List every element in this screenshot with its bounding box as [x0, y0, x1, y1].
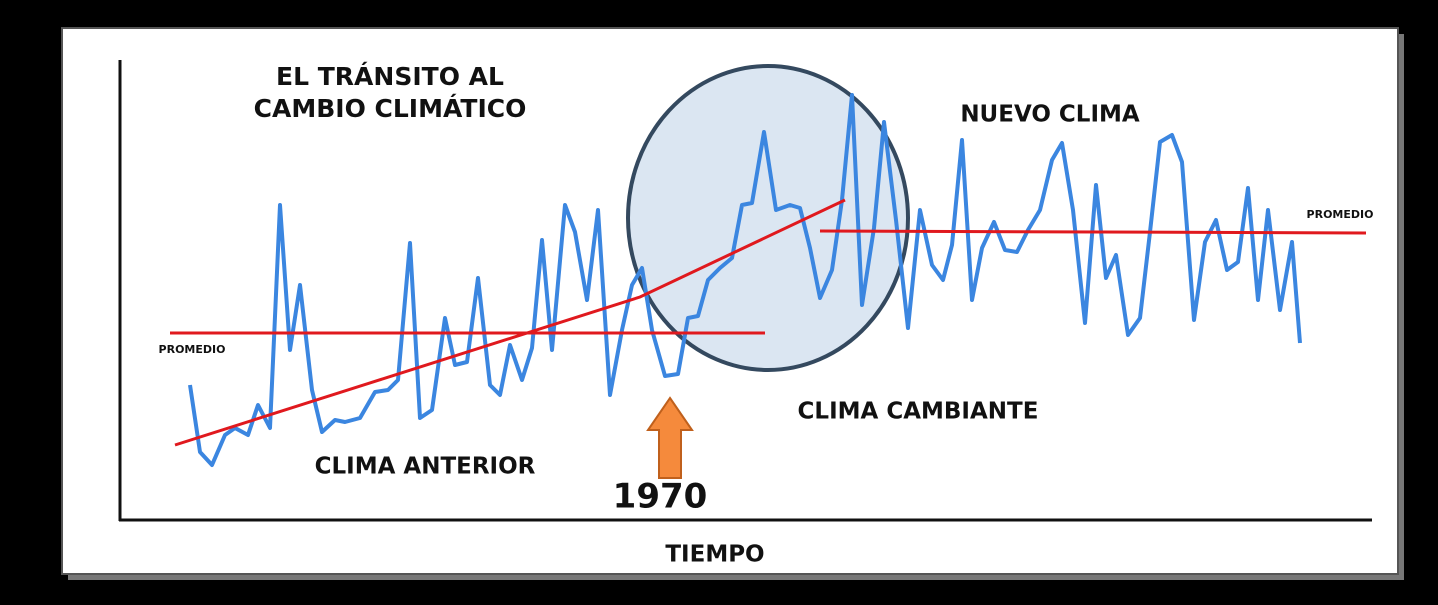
label: CLIMA CAMBIANTE: [798, 399, 1039, 425]
transition-ellipse: [626, 64, 910, 372]
title-line: EL TRÁNSITO AL: [276, 62, 504, 91]
average-label: PROMEDIO: [159, 343, 226, 356]
x-axis-label: TIEMPO: [665, 542, 764, 568]
label: NUEVO CLIMA: [960, 102, 1140, 128]
year-label: 1970: [613, 477, 708, 517]
title-line: CAMBIO CLIMÁTICO: [254, 94, 527, 123]
label: CLIMA ANTERIOR: [315, 454, 536, 480]
average-label: PROMEDIO: [1307, 208, 1374, 221]
year-arrow: [646, 396, 694, 479]
temperature-line: [188, 93, 1302, 467]
average-line-after: [819, 229, 1367, 235]
trend-line: [174, 198, 846, 447]
